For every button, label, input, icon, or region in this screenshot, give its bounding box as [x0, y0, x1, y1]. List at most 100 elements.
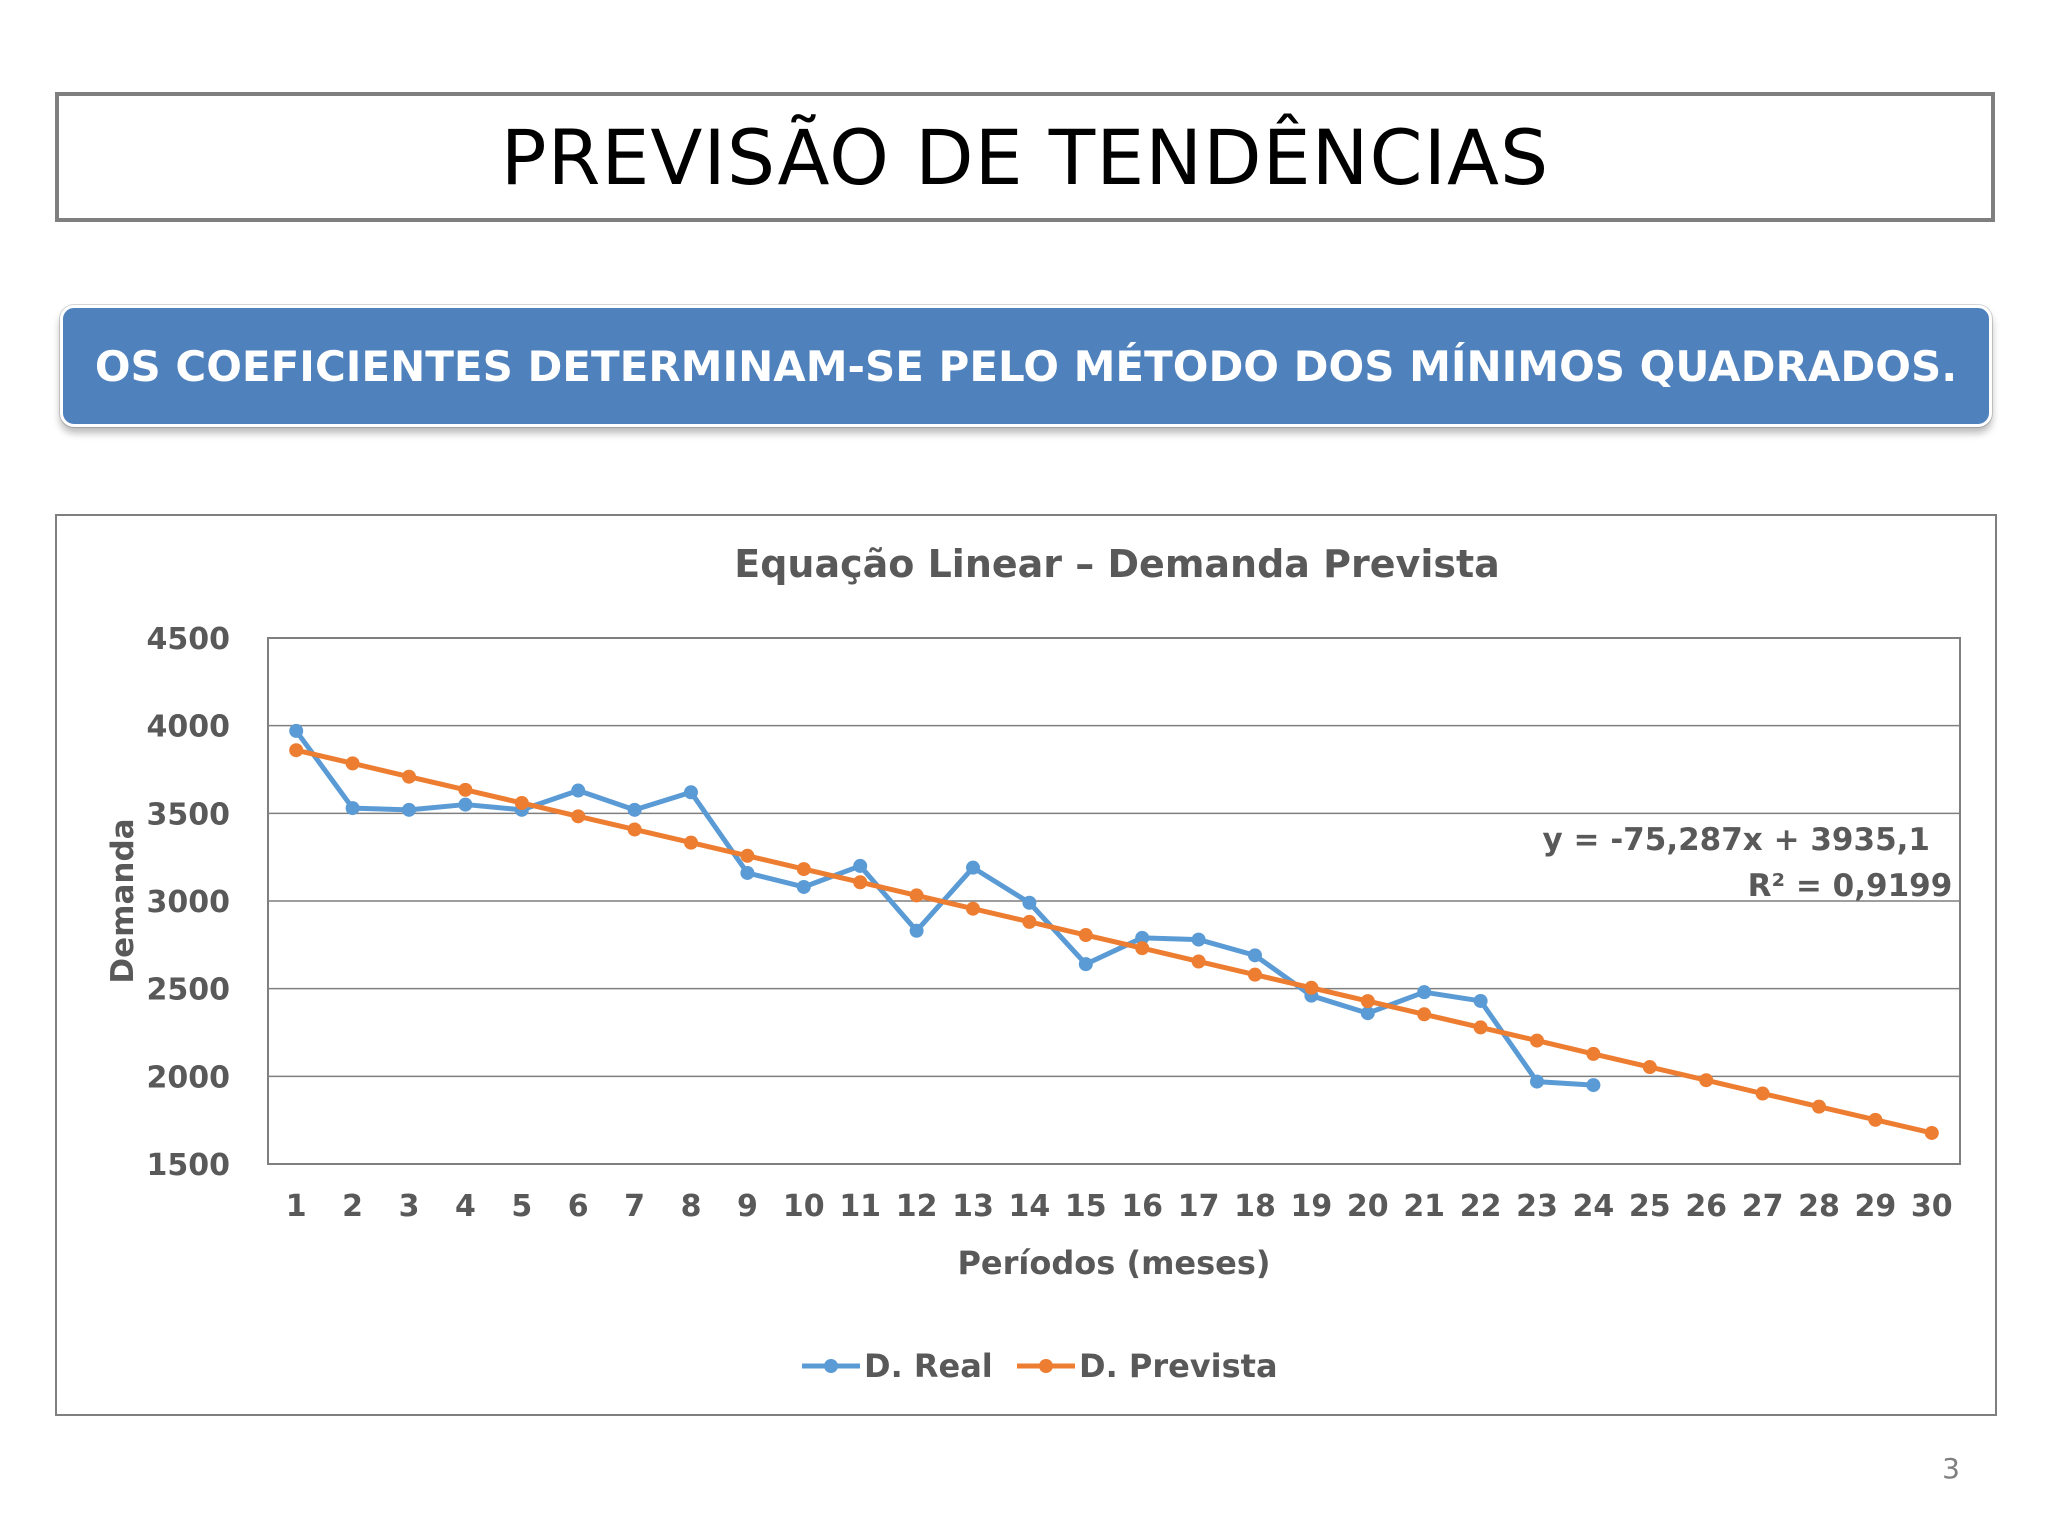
data-point: [796, 879, 811, 894]
data-point: [1191, 932, 1206, 947]
data-point: [1417, 985, 1432, 1000]
data-point: [571, 783, 586, 798]
x-axis-label: Períodos (meses): [957, 1244, 1270, 1282]
data-point: [1586, 1078, 1601, 1093]
y-tick-label: 2000: [147, 1060, 231, 1095]
legend-item: D. Real: [802, 1347, 993, 1385]
data-point: [1699, 1073, 1714, 1088]
data-point: [1360, 1006, 1375, 1021]
data-point: [627, 802, 642, 817]
x-tick-label: 7: [624, 1189, 645, 1224]
data-point: [740, 848, 755, 863]
data-point: [1078, 957, 1093, 972]
y-tick-label: 4500: [147, 622, 231, 657]
x-tick-label: 12: [896, 1189, 938, 1224]
data-point: [1417, 1007, 1432, 1022]
data-point: [289, 743, 304, 758]
series-real: [289, 723, 1601, 1093]
x-tick-label: 23: [1516, 1189, 1558, 1224]
data-point: [514, 795, 529, 810]
data-point: [1022, 895, 1037, 910]
y-tick-label: 3000: [147, 885, 231, 920]
legend: D. Real D. Prevista: [802, 1347, 1278, 1385]
data-point: [1812, 1099, 1826, 1114]
trendline-equation: y = -75,287x + 3935,1: [1543, 822, 1930, 858]
r-squared-label: R² = 0,9199: [1748, 868, 1953, 904]
data-point: [571, 809, 586, 824]
data-point: [1642, 1060, 1657, 1075]
x-tick-label: 10: [783, 1189, 825, 1224]
plot-area-border: [267, 637, 1961, 1165]
x-tick-label: 13: [952, 1189, 994, 1224]
series-line: [294, 729, 1594, 1088]
series-layer: [289, 723, 1939, 1140]
data-point: [458, 797, 473, 812]
x-tick-label: 22: [1460, 1189, 1502, 1224]
x-tick-label: 1: [286, 1189, 307, 1224]
data-point: [1473, 1020, 1488, 1035]
x-tick-label: 2: [342, 1189, 363, 1224]
y-axis-label: Demanda: [105, 818, 141, 983]
x-tick-label: 29: [1855, 1189, 1897, 1224]
data-point: [1530, 1074, 1544, 1089]
data-point: [345, 801, 360, 816]
grid-layer: [268, 724, 1960, 1078]
data-point: [684, 785, 698, 800]
y-tick-labels: 1500 2000 2500 3000 3500 4000 4500: [147, 622, 231, 1183]
line-chart: Equação Linear – Demanda Prevista 1500 20…: [105, 542, 1961, 1385]
x-tick-label: 26: [1685, 1189, 1727, 1224]
y-tick-label: 1500: [147, 1148, 231, 1183]
data-point: [740, 865, 755, 880]
x-tick-label: 16: [1121, 1189, 1163, 1224]
data-point: [1248, 948, 1262, 963]
legend-item: D. Prevista: [1017, 1347, 1278, 1385]
data-point: [1191, 954, 1206, 969]
series-prevista: [289, 743, 1939, 1140]
legend-label: D. Prevista: [1079, 1347, 1278, 1385]
y-tick-label: 4000: [147, 710, 231, 745]
x-tick-label: 14: [1009, 1189, 1051, 1224]
data-point: [853, 858, 868, 873]
x-tick-label: 18: [1234, 1189, 1276, 1224]
x-tick-label: 17: [1178, 1189, 1220, 1224]
x-tick-label: 6: [568, 1189, 589, 1224]
data-point: [1360, 994, 1375, 1009]
x-tick-label: 21: [1403, 1189, 1445, 1224]
x-tick-label: 28: [1798, 1189, 1840, 1224]
data-point: [1473, 993, 1488, 1008]
x-tick-label: 19: [1291, 1189, 1333, 1224]
x-tick-label: 11: [839, 1189, 881, 1224]
data-point: [1135, 930, 1150, 945]
data-point: [1755, 1086, 1770, 1101]
x-tick-label: 25: [1629, 1189, 1671, 1224]
data-point: [1022, 914, 1037, 929]
data-point: [345, 756, 360, 771]
x-tick-label: 27: [1742, 1189, 1784, 1224]
legend-swatch-marker: [1039, 1359, 1053, 1373]
series-line: [295, 747, 1933, 1136]
data-point: [458, 782, 473, 797]
data-point: [684, 835, 698, 850]
data-point: [1135, 941, 1150, 956]
x-tick-label: 9: [737, 1189, 758, 1224]
banner-text: OS COEFICIENTES DETERMINAM-SE PELO MÉTOD…: [94, 341, 1958, 391]
y-tick-label: 2500: [147, 973, 231, 1008]
x-tick-label: 24: [1573, 1189, 1615, 1224]
data-point: [966, 860, 980, 875]
x-tick-label: 8: [681, 1189, 702, 1224]
y-tick-label: 3500: [147, 797, 231, 832]
x-tick-label: 3: [399, 1189, 420, 1224]
x-tick-label: 4: [455, 1189, 476, 1224]
data-point: [1924, 1125, 1939, 1140]
data-point: [1868, 1112, 1883, 1127]
data-point: [1248, 967, 1262, 982]
x-tick-label: 15: [1065, 1189, 1107, 1224]
data-point: [796, 862, 811, 877]
chart-title: Equação Linear – Demanda Prevista: [734, 542, 1500, 586]
data-point: [402, 802, 416, 817]
x-tick-label: 5: [511, 1189, 532, 1224]
data-point: [853, 875, 868, 890]
data-point: [909, 888, 924, 903]
data-point: [627, 822, 642, 837]
data-point: [402, 769, 416, 784]
